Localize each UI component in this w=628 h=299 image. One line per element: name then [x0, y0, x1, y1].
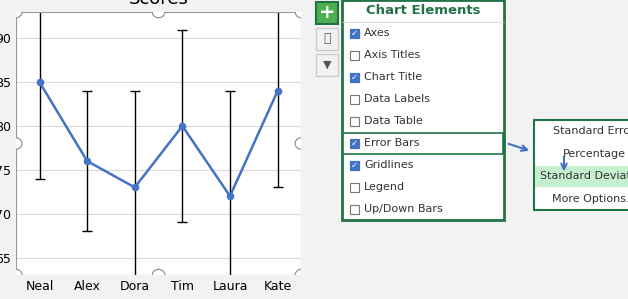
Text: Axis Titles: Axis Titles [364, 50, 420, 60]
Text: +: + [319, 4, 335, 22]
Text: Error Bars: Error Bars [364, 138, 420, 148]
Text: Legend: Legend [364, 182, 405, 192]
Text: ✓: ✓ [351, 72, 358, 82]
Point [273, 89, 283, 93]
Point [35, 80, 45, 85]
Text: Axes: Axes [364, 28, 391, 38]
Bar [350, 72, 359, 82]
Bar [534, 120, 628, 210]
Bar [316, 54, 338, 76]
Bar [350, 72, 359, 82]
Circle shape [152, 269, 165, 281]
Text: Standard Deviation: Standard Deviation [540, 171, 628, 181]
Bar [350, 138, 359, 147]
FancyArrowPatch shape [509, 144, 527, 151]
Bar [350, 138, 359, 147]
Circle shape [9, 269, 22, 281]
Text: Chart Title: Chart Title [364, 72, 422, 82]
Title: Scores: Scores [129, 0, 188, 8]
Bar [350, 51, 359, 60]
Circle shape [295, 269, 308, 281]
Circle shape [9, 138, 22, 149]
Circle shape [295, 138, 308, 149]
Text: More Options...: More Options... [551, 194, 628, 204]
Point [177, 123, 187, 128]
Circle shape [9, 6, 22, 18]
Circle shape [295, 6, 308, 18]
Text: Gridlines: Gridlines [364, 160, 413, 170]
Circle shape [152, 6, 165, 18]
FancyArrowPatch shape [561, 157, 567, 169]
Bar [350, 117, 359, 126]
Bar [316, 28, 338, 50]
Text: 🖌: 🖌 [323, 33, 331, 45]
Bar [350, 182, 359, 191]
Text: Percentage: Percentage [563, 149, 625, 159]
Point [225, 194, 235, 199]
Text: Standard Error: Standard Error [553, 126, 628, 136]
Bar [316, 2, 338, 24]
Bar [342, 0, 504, 220]
Bar [535, 166, 628, 187]
Bar [350, 28, 359, 37]
Text: Data Labels: Data Labels [364, 94, 430, 104]
Bar [350, 94, 359, 103]
Text: Chart Elements: Chart Elements [365, 4, 480, 18]
Bar [343, 132, 503, 153]
Point [82, 159, 92, 164]
Bar [350, 161, 359, 170]
Bar [350, 205, 359, 213]
Text: Data Table: Data Table [364, 116, 423, 126]
Text: ✓: ✓ [351, 161, 358, 170]
Point [130, 185, 140, 190]
Bar [16, 12, 301, 275]
Text: Up/Down Bars: Up/Down Bars [364, 204, 443, 214]
Bar [350, 161, 359, 170]
Text: ✓: ✓ [351, 138, 358, 147]
Bar [350, 28, 359, 37]
Text: ✓: ✓ [351, 28, 358, 37]
Text: ▼: ▼ [323, 60, 331, 70]
